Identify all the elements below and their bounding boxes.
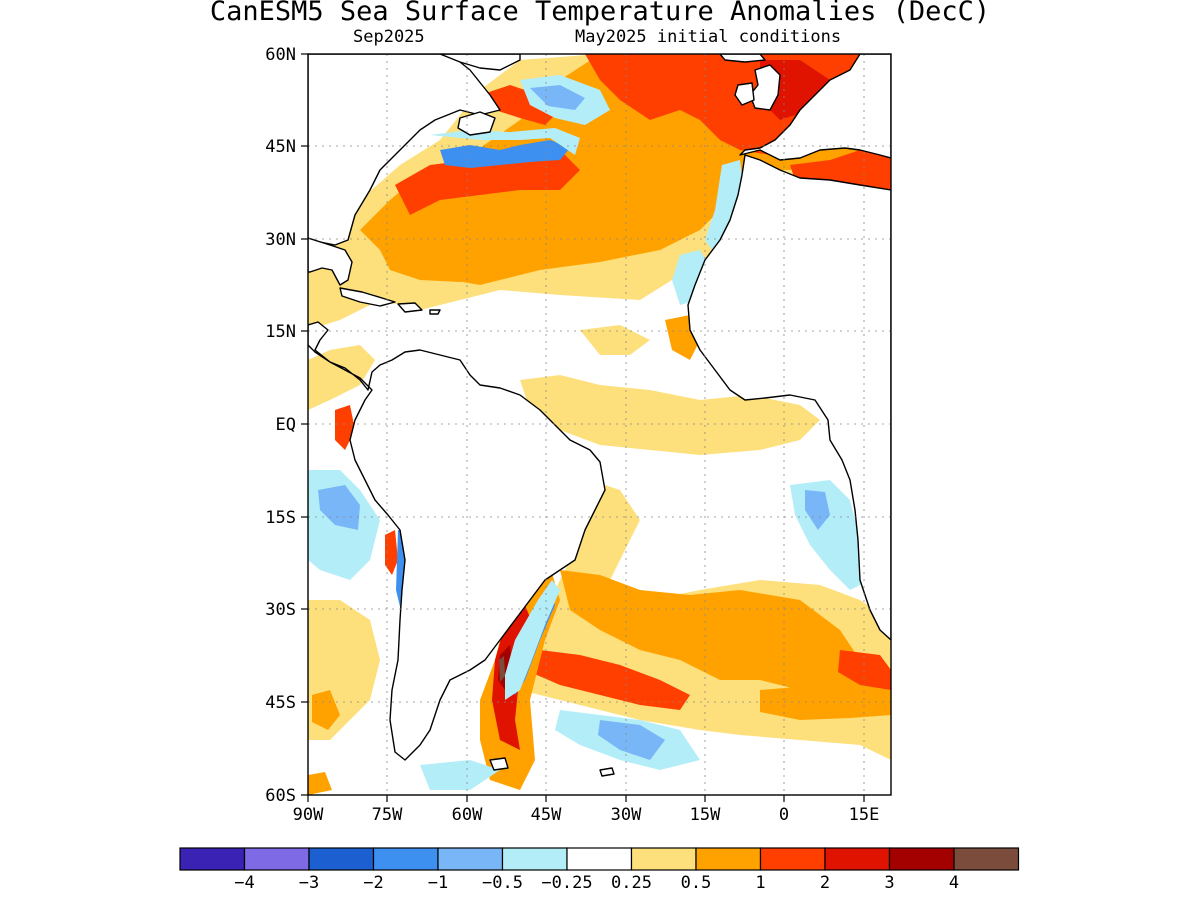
land-masses <box>308 54 891 777</box>
anomaly-patch-gulfstream-red <box>395 150 580 215</box>
anomaly-patch-pacific-blue <box>318 485 360 530</box>
lat-label-30s: 30S <box>265 600 296 620</box>
colorbar-label: −4 <box>234 873 254 893</box>
hispaniola-island <box>397 302 423 313</box>
anomaly-patch-se-atlantic-red <box>838 650 891 690</box>
anomaly-patch-sa-orange-north <box>560 570 891 700</box>
colorbar-label: 0.25 <box>611 873 652 893</box>
colorbar-swatch <box>630 847 697 871</box>
colorbar-swatch <box>695 847 762 871</box>
ireland-island <box>734 82 755 106</box>
longitude-labels: 90W 75W 60W 45W 30W 15W 0 15E <box>293 805 880 825</box>
colorbar-labels: −4 −3 −2 −1 −0.5 −0.25 0.25 0.5 1 2 3 4 <box>234 873 959 893</box>
anomaly-patch-chile-orange <box>312 690 340 730</box>
colorbar-label: −2 <box>363 873 383 893</box>
south-georgia-island <box>599 767 615 777</box>
great-britain-island <box>749 64 781 111</box>
colorbar-label: 3 <box>884 873 894 893</box>
anomaly-patch-subtropical-orange <box>420 200 700 285</box>
north-america-landmass <box>308 54 501 246</box>
anomaly-patch-nw-atlantic-blue <box>530 85 585 110</box>
anomaly-patch-newfoundland-cyan <box>430 128 580 155</box>
lat-label-45n: 45N <box>265 137 296 157</box>
central-america-landmass <box>308 237 606 761</box>
anomaly-patch-peru-red <box>385 530 398 575</box>
axis-ticks <box>301 53 865 802</box>
colorbar-swatch <box>566 847 633 871</box>
colorbar-swatch <box>888 847 955 871</box>
map-title: CanESM5 Sea Surface Temperature Anomalie… <box>209 0 991 27</box>
lon-label-60w: 60W <box>452 805 483 825</box>
colorbar: −4 −3 −2 −1 −0.5 −0.25 0.25 0.5 1 2 3 4 <box>179 847 1020 893</box>
lon-label-15w: 15W <box>690 805 721 825</box>
iceland-island <box>719 54 766 63</box>
anomaly-patch-southern-blue <box>598 720 665 760</box>
colorbar-label: −0.5 <box>482 873 523 893</box>
colorbar-swatch <box>243 847 310 871</box>
colorbar-label: −1 <box>428 873 448 893</box>
anomaly-patch-agulhas-orange <box>760 685 891 720</box>
puerto-rico-island <box>429 309 441 315</box>
falkland-islands <box>489 757 509 771</box>
colorbar-label: 0.5 <box>681 873 712 893</box>
africa-landmass <box>687 154 891 641</box>
anomaly-patch-sa-red-band <box>530 650 690 710</box>
lon-label-30w: 30W <box>611 805 642 825</box>
colorbar-swatch <box>372 847 439 871</box>
lat-label-eq: EQ <box>276 415 296 435</box>
labrador-landmass <box>439 54 521 71</box>
colorbar-label: 1 <box>755 873 765 893</box>
colorbar-swatch <box>953 847 1020 871</box>
anomaly-patch-iberia-cyan <box>705 160 745 250</box>
colorbar-swatch <box>501 847 568 871</box>
lat-label-60s: 60S <box>265 786 296 806</box>
colorbar-label: −0.25 <box>541 873 592 893</box>
anomaly-patch-confluence-brown <box>499 656 505 682</box>
anomaly-patch-scotia-cyan <box>420 760 500 790</box>
anomaly-patch-drake-orange <box>308 772 332 795</box>
lon-label-0: 0 <box>779 805 789 825</box>
subtitle-valid-month: Sep2025 <box>353 27 425 47</box>
lat-label-45s: 45S <box>265 693 296 713</box>
colorbar-swatch <box>824 847 891 871</box>
europe-landmass <box>739 54 891 161</box>
colorbar-swatch <box>437 847 504 871</box>
cuba-island <box>339 287 396 307</box>
graticule <box>308 54 891 795</box>
anomaly-patch-benguela-blue <box>805 490 830 530</box>
latitude-labels: 60N 45N 30N 15N EQ 15S 30S 45S 60S <box>265 45 296 806</box>
lat-label-30n: 30N <box>265 230 296 250</box>
colorbar-label: 4 <box>949 873 959 893</box>
colorbar-swatches <box>179 847 1020 871</box>
anomaly-patch-tropical-yellow <box>520 375 820 455</box>
subtitle-initial-conditions: May2025 initial conditions <box>575 27 842 47</box>
colorbar-label: −3 <box>299 873 319 893</box>
lat-label-15n: 15N <box>265 322 296 342</box>
anomaly-patch-caribbean-yellow <box>308 345 375 410</box>
colorbar-swatch <box>308 847 375 871</box>
lat-label-15s: 15S <box>265 508 296 528</box>
anomaly-patch-malvinas-cyan <box>505 580 560 700</box>
colorbar-swatch <box>759 847 826 871</box>
colorbar-label: 2 <box>820 873 830 893</box>
lon-label-45w: 45W <box>531 805 562 825</box>
lon-label-90w: 90W <box>293 805 324 825</box>
lon-label-75w: 75W <box>372 805 403 825</box>
anomaly-patch-newfoundland-blue <box>440 140 570 168</box>
lon-label-15e: 15E <box>849 805 880 825</box>
colorbar-swatch <box>179 847 246 871</box>
lat-label-60n: 60N <box>265 45 296 65</box>
anomaly-patch-eq-atlantic-yellow <box>580 325 650 355</box>
